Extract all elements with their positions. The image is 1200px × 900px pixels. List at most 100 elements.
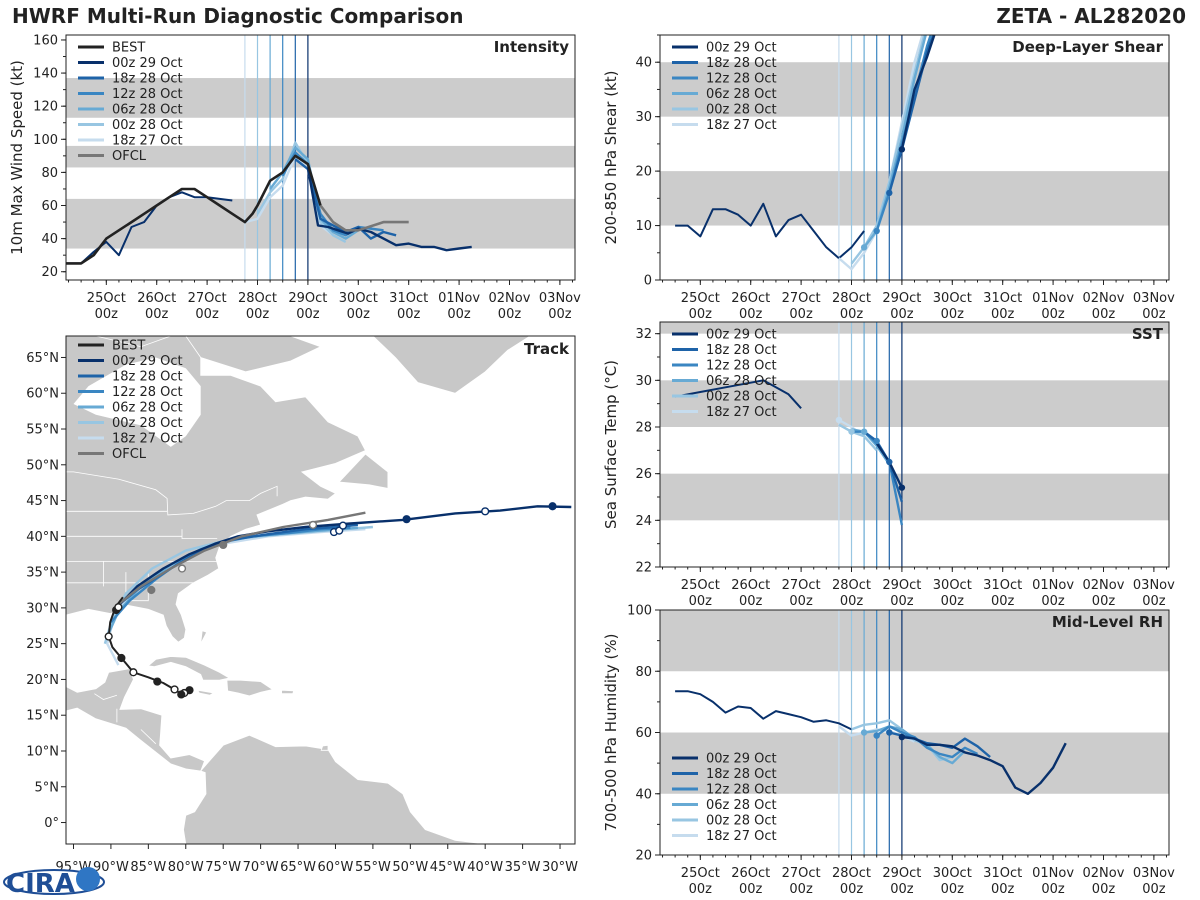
lat-tick-label: 50°N	[26, 458, 59, 473]
y-tick-label: 60	[635, 726, 652, 741]
x-tick-hour: 00z	[95, 307, 119, 322]
shear-panel: 01020304025Oct00z26Oct00z27Oct00z28Oct00…	[602, 34, 1175, 322]
rh-panel: 2040608010025Oct00z26Oct00z27Oct00z28Oct…	[602, 604, 1175, 898]
hispaniola	[226, 679, 274, 697]
track-panel: 0° 5°N 10°N 15°N 20°N 25°N 30°N 35°N 40°N 45°N 50°…	[26, 335, 578, 875]
political-border	[94, 693, 118, 700]
x-tick-hour: 00z	[739, 882, 763, 897]
y-axis-label: 200-850 hPa Shear (kt)	[602, 71, 620, 245]
x-tick-hour: 00z	[347, 307, 371, 322]
x-tick-hour: 00z	[296, 307, 320, 322]
shade-band	[66, 145, 575, 168]
series-marker	[886, 729, 893, 736]
y-tick-label: 24	[635, 514, 652, 529]
legend-label: 00z 29 Oct	[706, 328, 777, 343]
track-plot	[103, 502, 572, 699]
run-position-marker	[548, 502, 557, 511]
history-line	[675, 690, 852, 731]
y-axis-label: 700-500 hPa Humidity (%)	[602, 633, 620, 831]
ofcl-position-marker	[219, 540, 228, 550]
panel-title: Track	[524, 340, 570, 358]
y-tick-label: 40	[41, 232, 58, 247]
legend-label: 18z 27 Oct	[706, 829, 777, 844]
x-tick-date: 03Nov	[1133, 578, 1175, 593]
lon-tick-label: 65°W	[280, 860, 316, 875]
run-position-marker	[481, 507, 490, 516]
y-tick-label: 80	[41, 166, 58, 181]
y-tick-label: 100	[33, 133, 58, 148]
lat-tick-label: 0°	[44, 816, 59, 831]
best-position-marker	[114, 603, 123, 612]
lon-tick-label: 90°W	[93, 860, 129, 875]
x-tick-hour: 00z	[1041, 882, 1065, 897]
legend-label: OFCL	[112, 149, 147, 164]
y-axis-label: Sea Surface Temp (°C)	[602, 360, 620, 529]
cuba	[147, 656, 231, 681]
logo-swoosh	[3, 869, 105, 895]
lon-tick-label: 75°W	[205, 860, 241, 875]
x-tick-date: 03Nov	[1133, 866, 1175, 881]
panel-title: Intensity	[494, 38, 570, 56]
south-america	[66, 734, 486, 844]
y-tick-label: 0	[644, 274, 652, 289]
best-position-marker	[117, 653, 126, 663]
x-tick-hour: 00z	[941, 307, 965, 322]
series-line-0	[900, 35, 936, 150]
y-tick-label: 32	[635, 327, 652, 342]
lon-tick-label: 40°W	[467, 860, 503, 875]
series-marker	[873, 227, 880, 235]
legend-label: 06z 28 Oct	[706, 87, 777, 102]
y-tick-label: 160	[33, 33, 58, 48]
series-marker	[898, 484, 906, 491]
shade-band	[660, 473, 1169, 521]
series-marker	[860, 428, 868, 435]
lon-tick-label: 30°W	[542, 860, 578, 875]
y-tick-label: 30	[635, 374, 652, 389]
lon-tick-label: 50°W	[392, 860, 428, 875]
x-tick-hour: 00z	[145, 307, 169, 322]
legend-label: 00z 28 Oct	[706, 390, 777, 405]
x-tick-date: 25Oct	[681, 866, 720, 881]
x-tick-hour: 00z	[1041, 307, 1065, 322]
series-marker	[873, 732, 880, 739]
legend-label: 00z 28 Oct	[706, 814, 777, 829]
x-tick-date: 02Nov	[489, 291, 531, 306]
shade-band	[660, 322, 1169, 334]
intensity-panel: 2040608010012014016025Oct00z26Oct00z27Oc…	[8, 33, 581, 322]
legend-label: 18z 27 Oct	[706, 405, 777, 420]
run-position-marker	[338, 521, 348, 530]
series-line-3	[863, 35, 927, 249]
x-tick-hour: 00z	[991, 594, 1015, 609]
x-tick-hour: 00z	[246, 307, 270, 322]
x-tick-date: 28Oct	[832, 291, 871, 306]
legend-label: 12z 28 Oct	[112, 385, 183, 400]
lat-tick-label: 5°N	[35, 780, 60, 795]
legend-label: 18z 28 Oct	[706, 343, 777, 358]
legend-label: 18z 27 Oct	[112, 432, 183, 447]
greenland	[372, 336, 531, 394]
trinidad	[320, 744, 329, 751]
series-line-0	[306, 167, 472, 252]
y-tick-label: 20	[635, 849, 652, 864]
lat-tick-label: 45°N	[26, 494, 59, 509]
x-tick-date: 03Nov	[539, 291, 581, 306]
lat-tick-label: 35°N	[26, 566, 59, 581]
x-tick-hour: 00z	[1092, 594, 1116, 609]
lon-tick-label: 45°W	[430, 860, 466, 875]
ofcl-position-marker	[308, 520, 318, 529]
plot-area	[675, 35, 936, 271]
lat-tick-label: 40°N	[26, 530, 59, 545]
y-tick-label: 22	[635, 561, 652, 576]
x-tick-hour: 00z	[840, 594, 864, 609]
y-tick-label: 140	[33, 67, 58, 82]
x-tick-date: 26Oct	[731, 578, 770, 593]
x-tick-hour: 00z	[1041, 594, 1065, 609]
y-tick-label: 28	[635, 421, 652, 436]
x-tick-hour: 00z	[840, 307, 864, 322]
x-tick-date: 01Nov	[1032, 578, 1074, 593]
x-tick-hour: 00z	[397, 307, 421, 322]
x-tick-date: 30Oct	[933, 866, 972, 881]
x-tick-hour: 00z	[498, 307, 522, 322]
x-tick-hour: 00z	[548, 307, 572, 322]
